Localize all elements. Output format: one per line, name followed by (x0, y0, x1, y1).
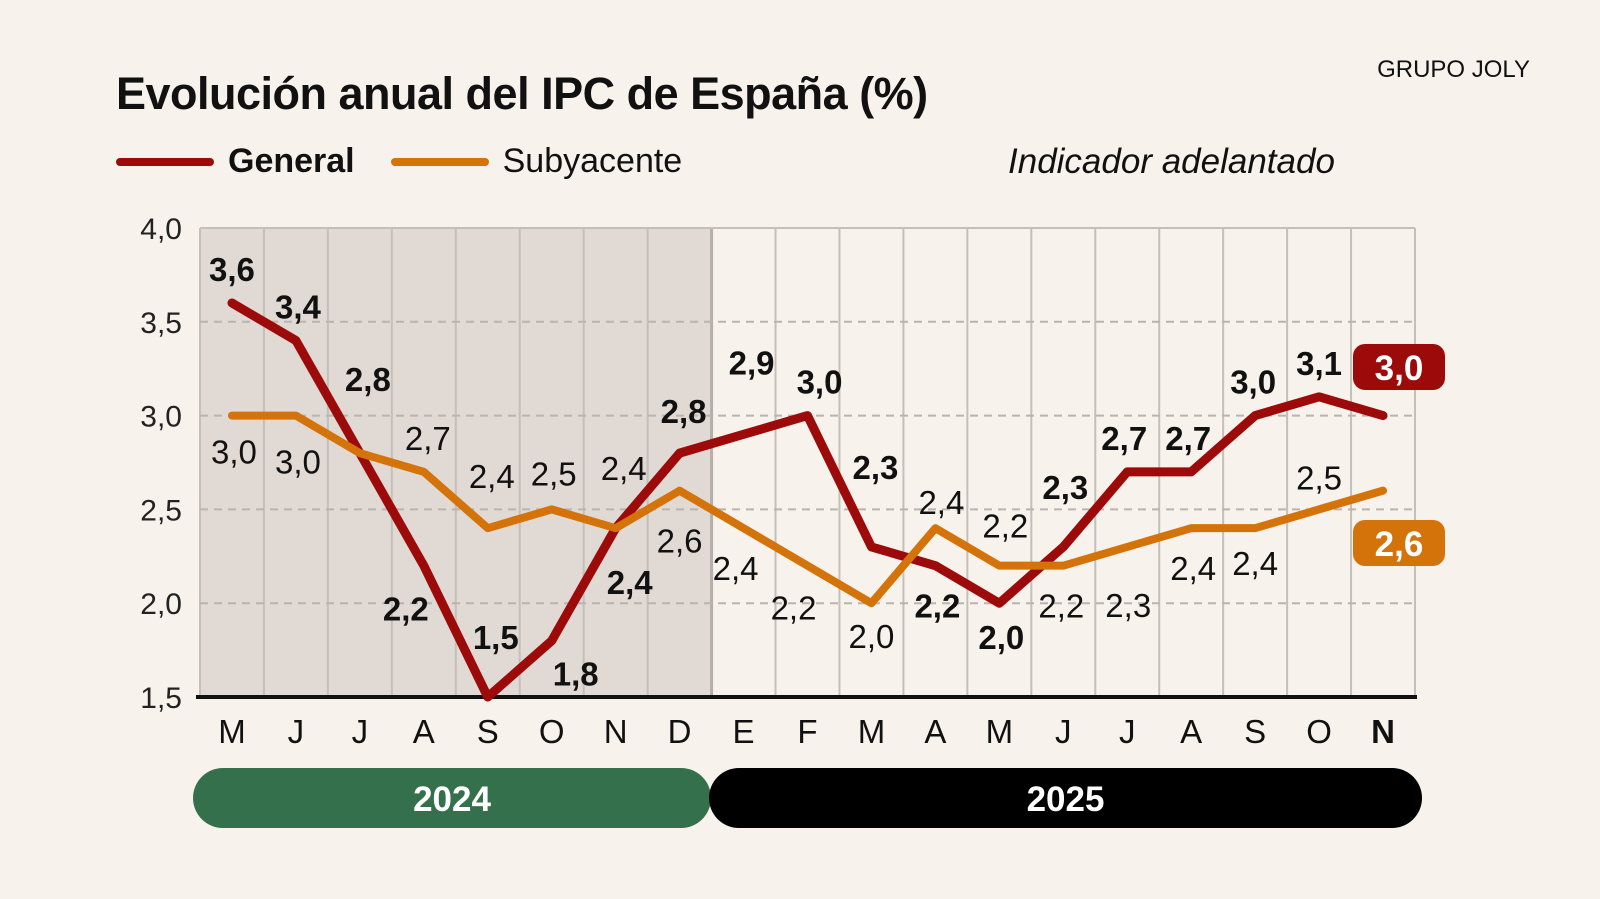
note-indicador: Indicador adelantado (1008, 142, 1335, 181)
legend-swatch-general (116, 157, 214, 166)
data-label-general: 3,0 (797, 364, 843, 401)
data-label-general: 3,0 (1230, 364, 1276, 401)
x-tick-label: J (288, 713, 305, 750)
data-label-subyacente: 2,5 (531, 455, 577, 492)
data-label-subyacente: 2,2 (1038, 588, 1084, 625)
data-label-general: 2,7 (1101, 420, 1147, 457)
data-label-general: 2,8 (661, 393, 707, 430)
data-label-subyacente: 2,4 (918, 484, 964, 521)
year-band-2025 (709, 768, 1422, 828)
last-value-badge-subyacente (1353, 520, 1445, 566)
x-tick-label: M (218, 713, 246, 750)
y-tick-label: 2,0 (140, 588, 182, 621)
x-tick-label: D (668, 713, 692, 750)
data-label-subyacente: 2,0 (849, 618, 895, 655)
data-label-general: 2,0 (978, 619, 1024, 656)
year-label: 2025 (1027, 780, 1105, 819)
data-label-subyacente: 2,4 (1170, 550, 1216, 587)
data-label-general: 2,2 (914, 588, 960, 625)
data-label-general: 2,2 (383, 591, 429, 628)
y-tick-label: 4,0 (140, 213, 182, 246)
year-band-2024 (193, 768, 711, 828)
x-tick-label: J (1119, 713, 1136, 750)
data-label-general: 2,7 (1165, 420, 1211, 457)
data-label-general: 1,5 (473, 619, 519, 656)
data-label-general: 2,8 (345, 361, 391, 398)
legend: General Subyacente (116, 142, 718, 181)
chart-title: Evolución anual del IPC de España (%) (116, 68, 928, 119)
data-label-subyacente: 3,0 (211, 434, 257, 471)
legend-swatch-subyacente (390, 157, 489, 166)
x-tick-label: N (604, 713, 628, 750)
data-label-subyacente: 2,2 (982, 508, 1028, 545)
x-tick-label: S (477, 713, 499, 750)
data-label-general: 3,1 (1296, 345, 1342, 382)
legend-label-general: General (228, 142, 355, 180)
x-tick-label: A (924, 713, 946, 750)
y-tick-label: 1,5 (140, 682, 182, 715)
data-label-general: 2,3 (1042, 469, 1088, 506)
year-label: 2024 (413, 780, 491, 819)
x-tick-label: A (1180, 713, 1202, 750)
x-tick-label: J (352, 713, 369, 750)
x-tick-label: M (858, 713, 886, 750)
data-label-subyacente: 2,5 (1296, 459, 1342, 496)
y-tick-label: 3,0 (140, 401, 182, 434)
brand-label: GRUPO JOLY (1377, 56, 1530, 83)
data-label-subyacente: 2,3 (1105, 587, 1151, 624)
legend-label-subyacente: Subyacente (502, 142, 683, 180)
x-tick-label: M (986, 713, 1014, 750)
y-tick-label: 3,5 (140, 307, 182, 340)
data-label-subyacente: 2,7 (405, 420, 451, 457)
last-value-label: 3,0 (1375, 349, 1424, 388)
data-label-subyacente: 2,2 (771, 590, 817, 627)
x-tick-label: S (1244, 713, 1266, 750)
x-tick-label: J (1055, 713, 1072, 750)
data-label-subyacente: 2,6 (657, 523, 703, 560)
data-label-subyacente: 2,4 (469, 458, 515, 495)
data-label-general: 2,9 (729, 344, 775, 381)
data-label-subyacente: 2,4 (1232, 545, 1278, 582)
data-label-general: 3,6 (209, 251, 255, 288)
data-label-subyacente: 3,0 (275, 444, 321, 481)
data-label-subyacente: 2,4 (713, 550, 759, 587)
data-label-general: 3,4 (275, 289, 322, 326)
data-label-general: 2,3 (853, 449, 899, 486)
data-label-subyacente: 2,4 (601, 450, 647, 487)
data-label-general: 2,4 (607, 564, 654, 601)
x-tick-label: N (1371, 713, 1395, 750)
x-tick-label: O (539, 713, 565, 750)
y-tick-label: 2,5 (140, 494, 182, 527)
x-tick-label: A (413, 713, 435, 750)
x-tick-label: F (797, 713, 817, 750)
last-value-label: 2,6 (1375, 525, 1424, 564)
data-label-general: 1,8 (553, 656, 599, 693)
x-tick-label: E (733, 713, 755, 750)
x-tick-label: O (1306, 713, 1332, 750)
last-value-badge-general (1353, 344, 1445, 390)
